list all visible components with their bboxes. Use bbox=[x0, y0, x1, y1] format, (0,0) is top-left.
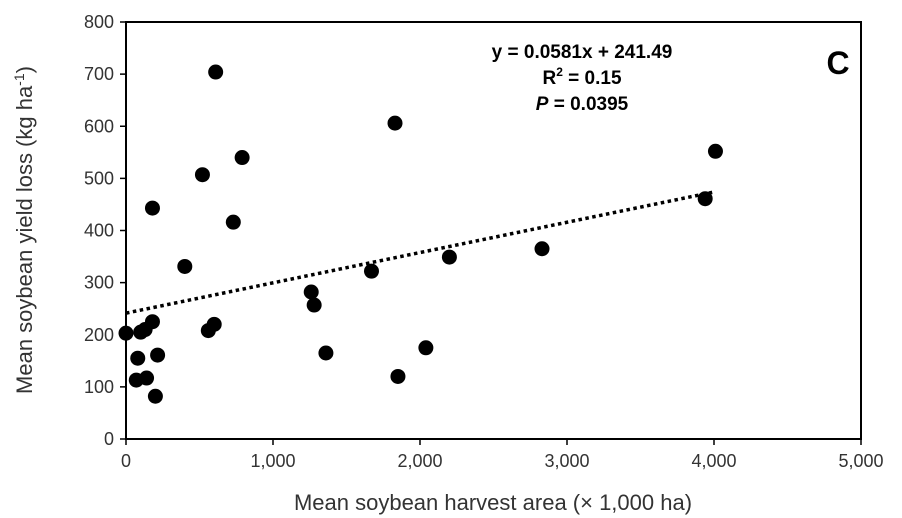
regression-equation: y = 0.0581x + 241.49 bbox=[492, 42, 673, 63]
data-point bbox=[144, 314, 160, 330]
y-tick-label: 300 bbox=[84, 273, 114, 293]
data-point bbox=[150, 347, 166, 363]
x-tick-label: 3,000 bbox=[544, 451, 589, 471]
data-point bbox=[534, 241, 550, 257]
y-tick-label: 800 bbox=[84, 12, 114, 32]
data-point bbox=[303, 284, 319, 300]
data-point bbox=[130, 350, 146, 366]
p-value: P = 0.0395 bbox=[536, 94, 629, 115]
x-tick-label: 4,000 bbox=[691, 451, 736, 471]
axis-ticks: 0 1,000 2,000 3,000 4,000 5,000 0 100 200 300 400 5… bbox=[84, 12, 884, 471]
data-point bbox=[318, 345, 334, 361]
y-tick-label: 400 bbox=[84, 221, 114, 241]
data-point bbox=[225, 214, 241, 230]
trendline bbox=[125, 190, 715, 315]
data-point bbox=[363, 263, 379, 279]
data-point bbox=[118, 325, 134, 341]
data-point bbox=[147, 388, 163, 404]
data-point bbox=[441, 249, 457, 265]
data-point bbox=[177, 258, 193, 274]
x-tick-label: 5,000 bbox=[838, 451, 883, 471]
y-tick-label: 0 bbox=[104, 429, 114, 449]
x-tick-label: 2,000 bbox=[397, 451, 442, 471]
data-point bbox=[139, 370, 155, 386]
data-point bbox=[208, 64, 224, 80]
y-tick-label: 100 bbox=[84, 377, 114, 397]
trendline-group bbox=[125, 190, 715, 315]
data-point bbox=[707, 143, 723, 159]
x-tick-label: 1,000 bbox=[250, 451, 295, 471]
data-point bbox=[194, 167, 210, 183]
y-axis-title: Mean soybean yield loss (kg ha-1) bbox=[11, 66, 37, 394]
data-points bbox=[118, 64, 723, 404]
y-tick-label: 700 bbox=[84, 64, 114, 84]
data-point bbox=[697, 191, 713, 207]
data-point bbox=[234, 150, 250, 166]
y-tick-label: 200 bbox=[84, 325, 114, 345]
data-point bbox=[390, 368, 406, 384]
data-point bbox=[418, 340, 434, 356]
y-tick-label: 600 bbox=[84, 116, 114, 136]
r-squared: R2 = 0.15 bbox=[542, 65, 621, 89]
data-point bbox=[144, 200, 160, 216]
x-tick-label: 0 bbox=[121, 451, 131, 471]
x-axis-title: Mean soybean harvest area (× 1,000 ha) bbox=[294, 490, 692, 515]
data-point bbox=[306, 297, 322, 313]
data-point bbox=[387, 115, 403, 131]
plot-frame bbox=[125, 21, 862, 440]
y-tick-label: 500 bbox=[84, 168, 114, 188]
panel-label: C bbox=[826, 45, 849, 81]
data-point bbox=[206, 316, 222, 332]
